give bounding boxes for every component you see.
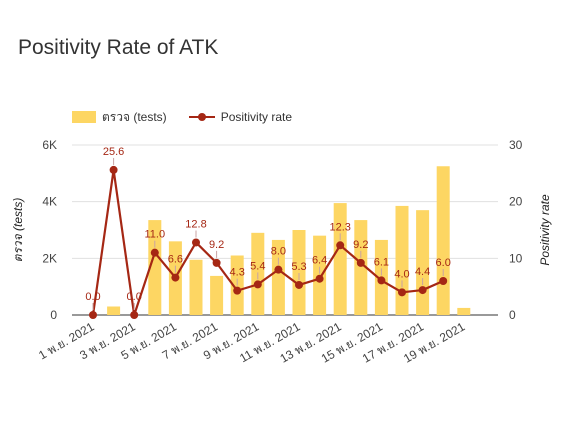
data-label: 9.2 [353, 239, 368, 251]
data-label: 5.4 [250, 260, 265, 272]
data-label: 4.3 [230, 267, 245, 279]
legend-label-positivity: Positivity rate [220, 110, 293, 124]
positivity-point [89, 311, 97, 319]
bar [457, 307, 471, 315]
right-axis-ticks: 0 10 20 30 [509, 138, 523, 322]
left-axis-ticks: 0 2K 4K 6K [42, 138, 57, 322]
positivity-point [130, 311, 139, 319]
legend-item-tests[interactable]: ตรวจ (tests) [72, 108, 167, 127]
data-label: 4.4 [415, 266, 430, 278]
data-label: 6.4 [312, 255, 327, 267]
positivity-point [233, 286, 242, 295]
chart-title: Positivity Rate of ATK [18, 36, 219, 59]
positivity-point [274, 265, 283, 274]
data-label: 9.2 [209, 239, 224, 251]
data-label: 11.0 [145, 229, 166, 241]
bar [354, 220, 368, 315]
positivity-point [377, 276, 386, 285]
positivity-point [356, 258, 365, 267]
positivity-point [336, 241, 345, 250]
data-label: 6.1 [374, 256, 389, 268]
data-label: 0.0 [127, 291, 142, 303]
positivity-line [91, 168, 444, 317]
legend: ตรวจ (tests) Positivity rate [72, 108, 314, 126]
right-tick-label: 0 [509, 308, 516, 322]
line-series [89, 165, 448, 319]
data-labels: 0.025.60.011.06.612.89.24.35.48.05.36.41… [85, 146, 451, 310]
left-tick-label: 6K [42, 138, 57, 152]
right-tick-label: 30 [509, 138, 523, 152]
right-tick-label: 10 [509, 251, 523, 265]
positivity-point [253, 280, 262, 289]
data-label: 5.3 [291, 261, 306, 273]
left-tick-label: 2K [42, 251, 57, 265]
bar [395, 205, 409, 315]
bar [436, 166, 450, 315]
bar [210, 275, 224, 315]
left-axis-title: ตรวจ (tests) [11, 198, 25, 263]
positivity-point [192, 238, 200, 247]
bar [271, 239, 285, 315]
data-label: 25.6 [103, 146, 124, 158]
right-axis-title: Positivity rate [538, 194, 552, 266]
data-label: 8.0 [271, 246, 286, 258]
left-tick-label: 0 [50, 308, 57, 322]
positivity-point [150, 248, 159, 257]
right-tick-label: 20 [509, 195, 523, 209]
positivity-point [212, 258, 221, 267]
bar [416, 210, 430, 315]
positivity-point [295, 280, 303, 289]
positivity-point [439, 277, 448, 285]
positivity-point [315, 274, 324, 283]
bar [148, 220, 162, 315]
data-label: 4.0 [394, 268, 409, 280]
data-label: 12.8 [185, 218, 206, 230]
data-label: 12.3 [329, 221, 350, 233]
data-label: 0.0 [85, 291, 100, 303]
data-label: 6.6 [168, 254, 183, 266]
bar [107, 306, 121, 315]
left-tick-label: 4K [42, 195, 57, 209]
positivity-point [418, 286, 427, 295]
legend-item-positivity[interactable]: Positivity rate [188, 110, 293, 124]
legend-label-tests: ตรวจ (tests) [102, 109, 167, 124]
legend-swatch-positivity [188, 111, 215, 123]
bar [333, 203, 347, 315]
positivity-point [398, 288, 406, 297]
bar [292, 230, 306, 315]
data-label: 6.0 [436, 257, 451, 269]
legend-swatch-tests [72, 111, 96, 123]
gridlines [72, 144, 498, 316]
positivity-point [109, 165, 118, 174]
positivity-point [171, 273, 180, 282]
bar [189, 259, 203, 315]
